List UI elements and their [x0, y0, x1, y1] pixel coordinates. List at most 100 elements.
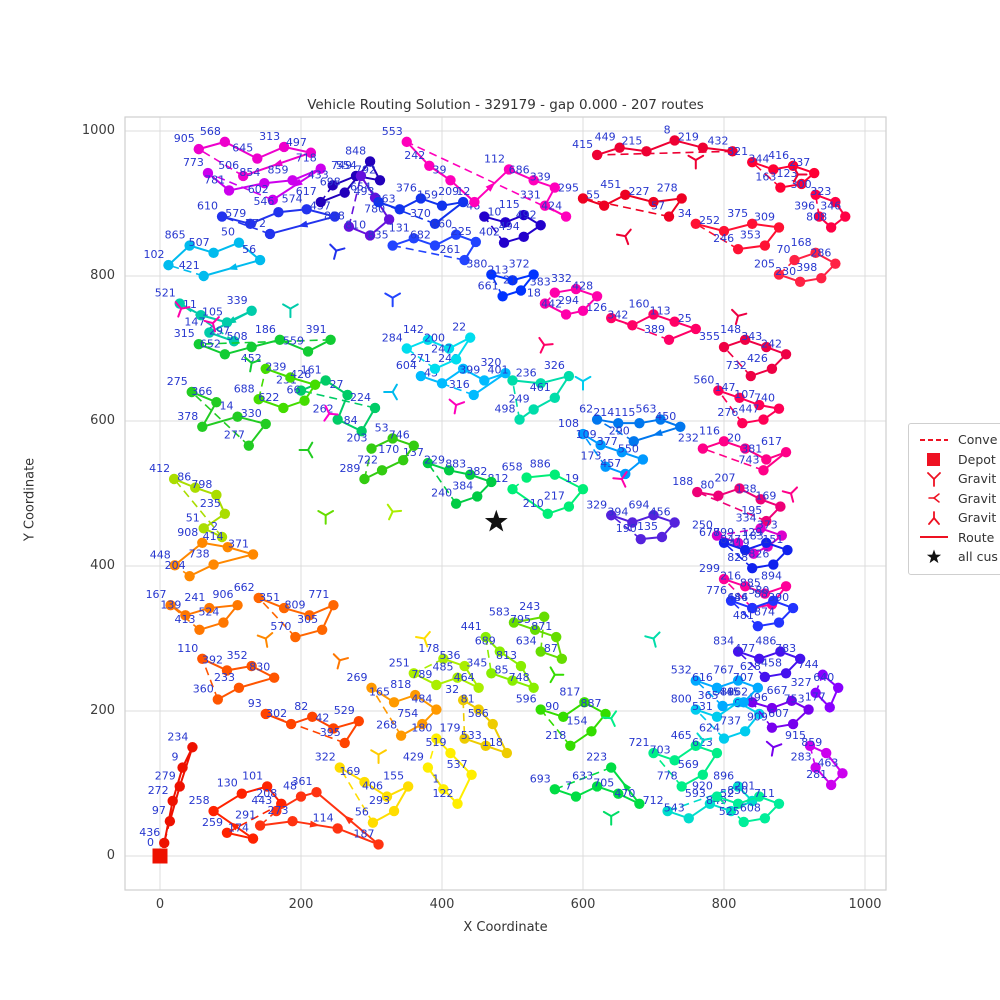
gravity-prong	[582, 375, 592, 383]
customer-label: 813	[496, 649, 517, 662]
customer-label: 249	[509, 392, 530, 405]
customer-point	[184, 240, 195, 251]
customer-point	[190, 482, 201, 493]
customer-point	[253, 592, 264, 604]
gravity-center-icon	[792, 166, 808, 183]
customer-point	[232, 599, 243, 611]
customer-point	[401, 136, 412, 148]
customer-label: 138	[736, 482, 757, 495]
customer-label: 604	[396, 359, 417, 372]
gravity-prong	[698, 739, 704, 749]
customer-point	[221, 665, 233, 676]
customer-point	[755, 523, 766, 534]
customer-point	[669, 755, 680, 766]
customer-point	[627, 320, 638, 331]
customer-label: 738	[189, 548, 210, 561]
customer-point	[497, 291, 508, 302]
customer-point	[429, 363, 441, 374]
gravity-prong	[610, 710, 618, 720]
customer-label: 51	[186, 511, 200, 524]
customer-label: 360	[193, 682, 214, 695]
customer-label: 283	[791, 751, 812, 764]
customer-point	[515, 285, 527, 296]
customer-point	[711, 530, 723, 541]
customer-label: 177	[805, 690, 826, 703]
customer-point	[600, 708, 611, 720]
route-return-dashed	[370, 687, 402, 737]
customer-label: 236	[516, 366, 537, 379]
customer-label: 300	[791, 178, 812, 191]
gravity-prong	[448, 398, 458, 407]
customer-point	[302, 346, 314, 357]
customer-point	[528, 682, 539, 693]
customer-point	[204, 602, 215, 614]
legend-item: all cus	[919, 547, 1000, 567]
customer-label: 27	[330, 378, 344, 391]
customer-point	[758, 414, 769, 425]
customer-label: 645	[232, 142, 253, 155]
customer-label: 135	[637, 520, 658, 533]
customer-point	[655, 414, 666, 425]
customer-point	[697, 443, 709, 454]
customer-point	[383, 214, 395, 225]
customer-label: 834	[713, 635, 734, 648]
customer-label: 55	[586, 189, 600, 202]
customer-label: 207	[715, 471, 736, 484]
gravity-prong	[211, 322, 217, 333]
customer-point	[387, 240, 398, 251]
route-return-dashed	[483, 216, 505, 244]
customer-point	[429, 240, 441, 251]
customer-point	[237, 170, 249, 182]
x-tick-label: 400	[429, 897, 455, 912]
route-return-dashed	[484, 636, 493, 674]
customer-point	[301, 204, 312, 215]
gravity-prong	[415, 636, 426, 640]
customer-point	[193, 338, 204, 350]
gravity-prong	[652, 631, 661, 640]
customer-label: 778	[657, 769, 678, 782]
gravity-prong	[332, 653, 341, 662]
customer-label: 773	[183, 156, 204, 169]
customer-point	[676, 781, 687, 792]
customer-label: 371	[228, 537, 249, 550]
gravity-prong	[423, 637, 429, 648]
gravity-prong	[731, 308, 740, 317]
route-return-dashed	[511, 380, 521, 420]
solid-line-icon	[920, 536, 948, 539]
x-tick-label: 0	[155, 897, 165, 912]
gravity-prong	[789, 486, 798, 495]
customer-label: 830	[249, 661, 270, 674]
gravity-prong	[282, 303, 292, 310]
customer-label: 32	[445, 683, 459, 696]
customer-label: 915	[785, 729, 806, 742]
customer-point	[718, 573, 730, 585]
customer-point	[514, 414, 525, 425]
customer-label: 711	[754, 787, 775, 800]
customer-point	[507, 275, 518, 286]
gravity-prong	[620, 471, 628, 480]
customer-label: 529	[334, 704, 355, 717]
customer-point	[223, 185, 235, 196]
customer-point	[415, 193, 427, 204]
customer-label: 169	[755, 490, 776, 503]
customer-label: 705	[593, 777, 614, 790]
customer-label: 441	[461, 620, 482, 633]
depot-label: 0	[147, 836, 154, 849]
customer-point	[359, 776, 370, 788]
customer-point	[480, 740, 491, 751]
customer-point	[591, 149, 603, 161]
customer-point	[452, 672, 463, 683]
customer-label: 622	[258, 391, 279, 404]
legend-item: Depot	[919, 450, 1000, 470]
x-tick-label: 600	[570, 897, 596, 912]
customer-label: 795	[510, 613, 531, 626]
customer-point	[353, 715, 365, 727]
customer-point	[415, 370, 427, 382]
customer-point	[369, 402, 381, 414]
customer-label: 235	[200, 497, 221, 510]
customer-point	[459, 254, 470, 266]
legend-item-label: Gravit	[958, 471, 997, 487]
legend-item: Conve	[919, 430, 1000, 450]
route-return-dashed	[554, 766, 612, 791]
customer-point	[197, 421, 208, 432]
